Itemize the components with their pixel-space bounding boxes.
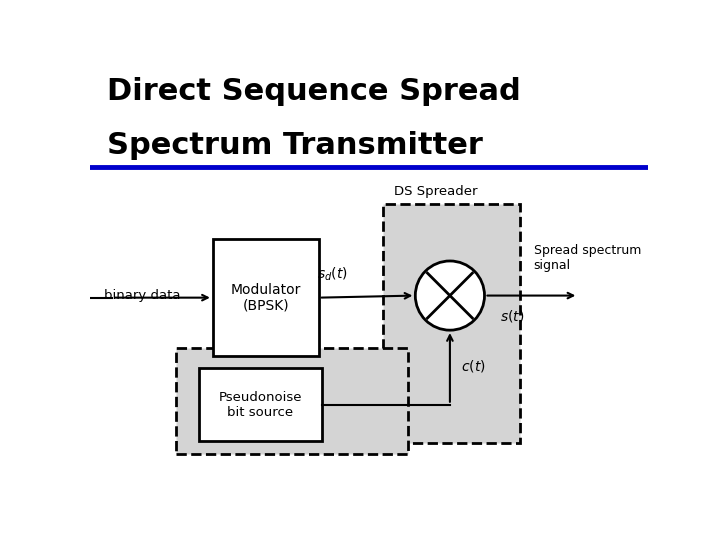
Bar (199, 368, 322, 441)
Text: Spread spectrum
signal: Spread spectrum signal (534, 244, 641, 272)
Text: Pseudonoise
bit source: Pseudonoise bit source (218, 391, 302, 418)
Text: $c(t)$: $c(t)$ (461, 358, 486, 374)
Text: binary data: binary data (104, 289, 181, 302)
Text: $\mathit{s}_d(t)$: $\mathit{s}_d(t)$ (318, 266, 348, 283)
Bar (176, 348, 408, 454)
Text: DS Spreader: DS Spreader (394, 185, 477, 198)
Text: Spectrum Transmitter: Spectrum Transmitter (107, 131, 482, 160)
Text: Modulator
(BPSK): Modulator (BPSK) (230, 282, 301, 313)
Bar (213, 239, 319, 356)
Ellipse shape (415, 261, 485, 330)
Text: $s(t)$: $s(t)$ (500, 308, 524, 324)
Bar (383, 204, 520, 443)
Text: Direct Sequence Spread: Direct Sequence Spread (107, 77, 521, 106)
